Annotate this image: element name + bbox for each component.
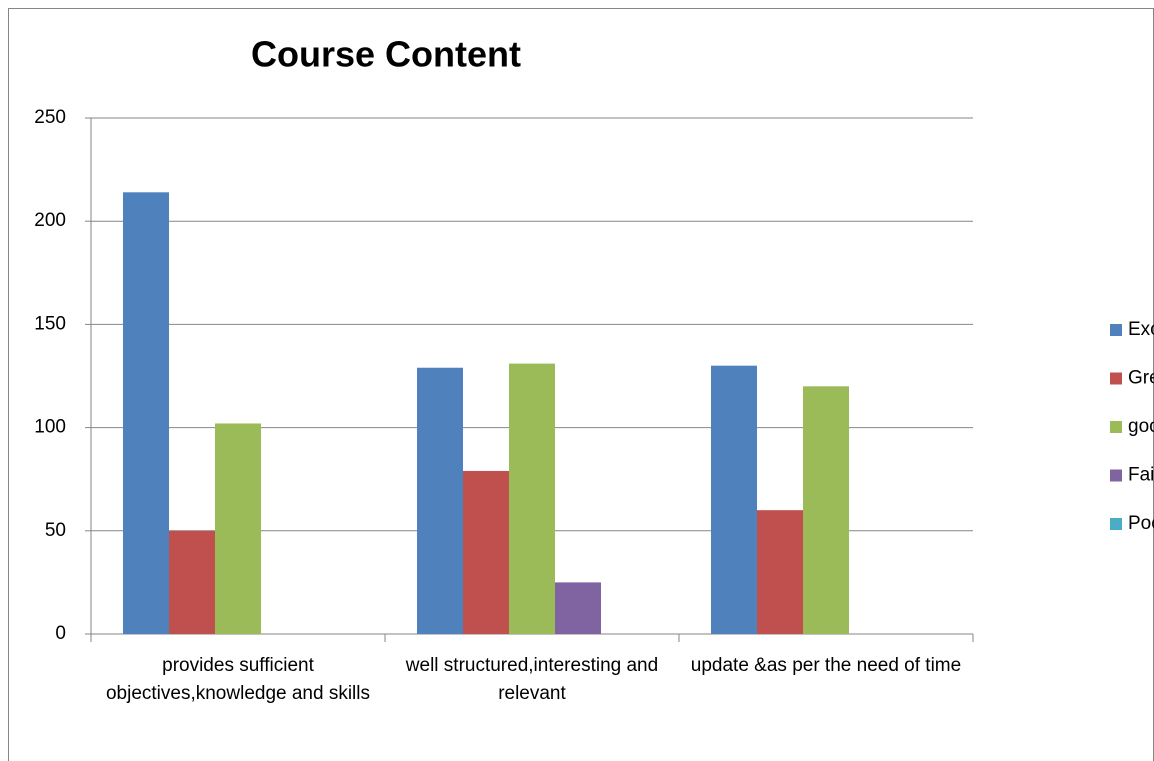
y-tick-label: 0 bbox=[55, 623, 66, 644]
bar bbox=[463, 470, 509, 634]
legend-label: Great bbox=[1128, 368, 1154, 389]
legend-swatch bbox=[1110, 518, 1122, 530]
legend-swatch bbox=[1110, 421, 1122, 433]
x-tick-label: update &as per the need of time bbox=[690, 655, 962, 676]
y-tick-label: 150 bbox=[34, 313, 66, 334]
y-tick-label: 50 bbox=[45, 520, 66, 541]
bar bbox=[757, 510, 803, 634]
x-tick-label: well structured,interesting and relevant bbox=[405, 655, 659, 704]
bar bbox=[803, 386, 849, 634]
chart-title: Course Content bbox=[251, 34, 521, 75]
bar bbox=[417, 367, 463, 634]
bar bbox=[711, 365, 757, 634]
y-tick-label: 100 bbox=[34, 417, 66, 438]
x-tick-label: provides sufficient objectives,knowledge… bbox=[105, 655, 371, 704]
legend-label: Excellent bbox=[1128, 319, 1154, 340]
bar bbox=[509, 363, 555, 634]
bar bbox=[215, 423, 261, 634]
legend-swatch bbox=[1110, 372, 1122, 385]
legend-swatch bbox=[1110, 324, 1122, 336]
bar bbox=[555, 582, 601, 634]
legend-label: Fair bbox=[1128, 465, 1154, 486]
bar bbox=[123, 192, 169, 634]
y-tick-label: 250 bbox=[34, 107, 66, 128]
bar bbox=[169, 530, 215, 634]
y-tick-label: 200 bbox=[34, 210, 66, 231]
chart-border bbox=[8, 8, 1154, 761]
legend-label: Poor bbox=[1128, 513, 1154, 534]
legend-swatch bbox=[1110, 469, 1122, 482]
legend-label: good bbox=[1128, 416, 1154, 437]
